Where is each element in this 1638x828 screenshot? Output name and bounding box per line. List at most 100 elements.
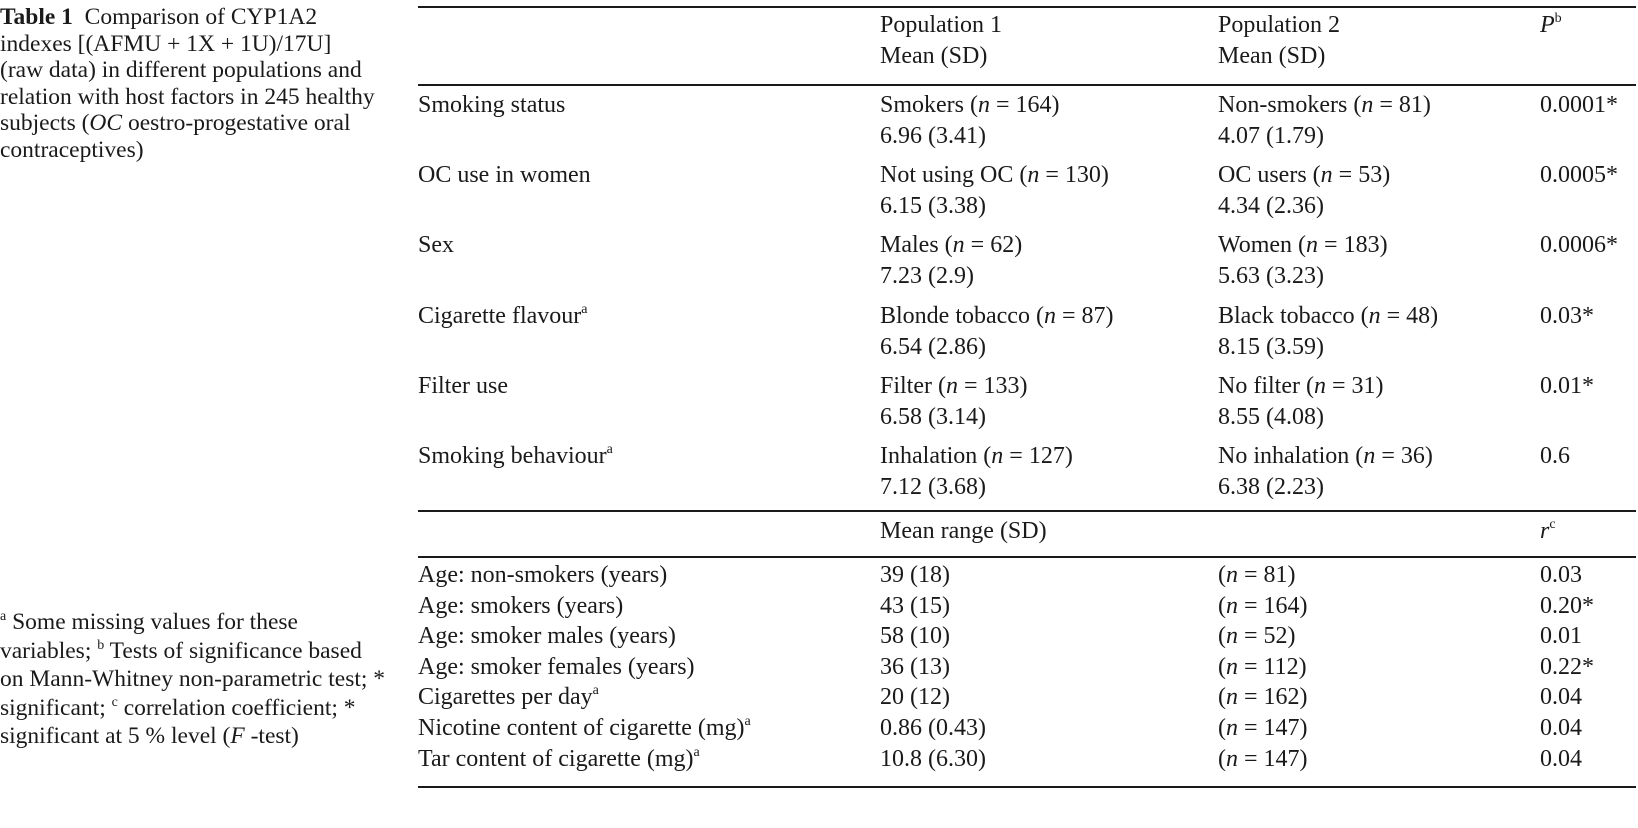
row-pop2: OC users (n = 53) 4.34 (2.36)	[1218, 160, 1390, 222]
corr-row-factor-label: Age: smoker males (years)	[418, 623, 676, 649]
corr-row-n-italic: n	[1226, 593, 1238, 619]
row-pop1-group-text: Males (	[880, 232, 953, 258]
row-pop1-group-text: Not using OC (	[880, 162, 1028, 188]
caption-text-end: oestro-progestative oral contraceptives)	[0, 110, 351, 163]
corr-row-n-italic: n	[1226, 684, 1238, 710]
corr-row-mean: 0.86 (0.43)	[880, 715, 986, 741]
corr-row-factor-sup: a	[693, 745, 700, 760]
corr-row-n: (n = 164)	[1218, 591, 1308, 622]
table-footnotes: a Some missing values for these variable…	[0, 608, 386, 751]
row-pop1-n: n	[978, 92, 990, 118]
row-pop1-n: n	[1027, 162, 1040, 188]
corr-row-mean: 10.8 (6.30)	[880, 746, 986, 772]
corr-row-n-italic: n	[1226, 562, 1238, 588]
header-pop1-line2: Mean (SD)	[880, 43, 988, 69]
row-pop2: Women (n = 183) 5.63 (3.23)	[1218, 230, 1388, 292]
row-pop1-n: n	[1043, 303, 1056, 329]
row-pop1-count: = 62)	[964, 232, 1023, 258]
row-pop1-value: 6.58 (3.14)	[880, 404, 986, 430]
row-pop1-count: = 87)	[1055, 303, 1114, 329]
row-factor-label: Sex	[418, 232, 454, 258]
row-pop2-group-text: No filter (	[1218, 373, 1314, 399]
corr-row-n-open: (	[1218, 562, 1226, 588]
row-pop1-count: = 164)	[990, 92, 1060, 118]
header-pop1-line1: Population 1	[880, 12, 1003, 38]
row-pop2: No inhalation (n = 36) 6.38 (2.23)	[1218, 441, 1433, 503]
row-pop2: No filter (n = 31) 8.55 (4.08)	[1218, 371, 1384, 433]
row-pop2-group: Women (n = 183)	[1218, 230, 1388, 261]
corr-row-n: (n = 147)	[1218, 713, 1308, 744]
header-p-sup: b	[1554, 11, 1562, 26]
footnote-b-mark: b	[97, 637, 105, 653]
row-pop2-n: n	[1320, 162, 1333, 188]
corr-row-n-open: (	[1218, 746, 1226, 772]
table-top-rule	[418, 6, 1636, 8]
corr-row-r: 0.22*	[1540, 654, 1594, 680]
row-factor: Filter use	[418, 371, 508, 402]
row-pop2-group-text: Non-smokers (	[1218, 92, 1362, 118]
corr-row-mean: 36 (13)	[880, 654, 950, 680]
row-pop2-group: Non-smokers (n = 81)	[1218, 90, 1431, 121]
row-pop2-group-text: OC users (	[1218, 162, 1321, 188]
section-rule	[418, 510, 1636, 512]
corr-row-factor-label: Age: smokers (years)	[418, 593, 624, 619]
row-pop1-group: Filter (n = 133)	[880, 371, 1028, 402]
row-pop2: Black tobacco (n = 48) 8.15 (3.59)	[1218, 301, 1438, 363]
table-label: Table 1	[0, 4, 73, 30]
table-caption: Table 1 Comparison of CYP1A2 indexes [(A…	[0, 4, 378, 163]
row-pop1-group: Smokers (n = 164)	[880, 90, 1060, 121]
row-pop1-value: 6.54 (2.86)	[880, 334, 986, 360]
row-p-value: 0.01*	[1540, 373, 1594, 399]
row-factor-label: OC use in women	[418, 162, 591, 188]
header2-rule	[418, 556, 1636, 558]
row-factor-label: Cigarette flavour	[418, 303, 582, 329]
corr-row-r: 0.04	[1540, 746, 1582, 772]
corr-row-r: 0.04	[1540, 684, 1582, 710]
row-factor: Sex	[418, 230, 454, 261]
corr-row-factor-label: Cigarettes per day	[418, 684, 593, 710]
row-pop2-group: No filter (n = 31)	[1218, 371, 1384, 402]
row-factor-label: Filter use	[418, 373, 508, 399]
row-pop1: Smokers (n = 164) 6.96 (3.41)	[880, 90, 1060, 152]
corr-row-factor: Age: smoker males (years)	[418, 621, 676, 652]
corr-row-n-open: (	[1218, 654, 1226, 680]
corr-row-n-italic: n	[1226, 715, 1238, 741]
header2-r-sup: c	[1549, 517, 1556, 532]
row-pop1-group: Not using OC (n = 130)	[880, 160, 1109, 191]
row-pop1-count: = 130)	[1039, 162, 1109, 188]
row-p-value: 0.0006*	[1540, 232, 1618, 258]
row-p-value: 0.0005*	[1540, 162, 1618, 188]
footnote-a-mark: a	[0, 609, 7, 624]
corr-row-n: (n = 52)	[1218, 621, 1296, 652]
row-pop1-count: = 127)	[1003, 443, 1073, 469]
row-pop1: Not using OC (n = 130) 6.15 (3.38)	[880, 160, 1109, 222]
footnote-a-text: Some missing values for these variables;	[0, 609, 298, 664]
row-pop2-value: 6.38 (2.23)	[1218, 474, 1324, 500]
corr-row-mean: 58 (10)	[880, 623, 950, 649]
row-pop1-group-text: Blonde tobacco (	[880, 303, 1044, 329]
corr-row-factor: Nicotine content of cigarette (mg)a	[418, 713, 751, 744]
row-pop1-n: n	[952, 232, 965, 258]
corr-row-n-count: = 147)	[1238, 715, 1308, 741]
row-pop2-group: No inhalation (n = 36)	[1218, 441, 1433, 472]
header-pop2-line2: Mean (SD)	[1218, 43, 1326, 69]
row-pop2-n: n	[1306, 232, 1319, 258]
corr-row-factor-label: Age: non-smokers (years)	[418, 562, 668, 588]
row-pop2-group-text: Women (	[1218, 232, 1307, 258]
row-pop1-value: 7.12 (3.68)	[880, 474, 986, 500]
corr-row-r: 0.04	[1540, 715, 1582, 741]
row-pop2-n: n	[1363, 443, 1376, 469]
row-p-value: 0.0001*	[1540, 92, 1618, 118]
footnote-f-italic: F	[230, 723, 245, 749]
row-pop2-n: n	[1313, 373, 1326, 399]
corr-row-n-count: = 162)	[1238, 684, 1308, 710]
corr-row-n-open: (	[1218, 715, 1226, 741]
corr-row-r: 0.01	[1540, 623, 1582, 649]
header2-mean-range: Mean range (SD)	[880, 518, 1047, 544]
row-pop2-group: Black tobacco (n = 48)	[1218, 301, 1438, 332]
corr-row-n-count: = 147)	[1238, 746, 1308, 772]
corr-row-n-italic: n	[1226, 623, 1238, 649]
row-pop1: Blonde tobacco (n = 87) 6.54 (2.86)	[880, 301, 1113, 363]
header-pop1: Population 1 Mean (SD)	[880, 10, 1002, 72]
row-factor: Cigarette flavoura	[418, 301, 587, 332]
